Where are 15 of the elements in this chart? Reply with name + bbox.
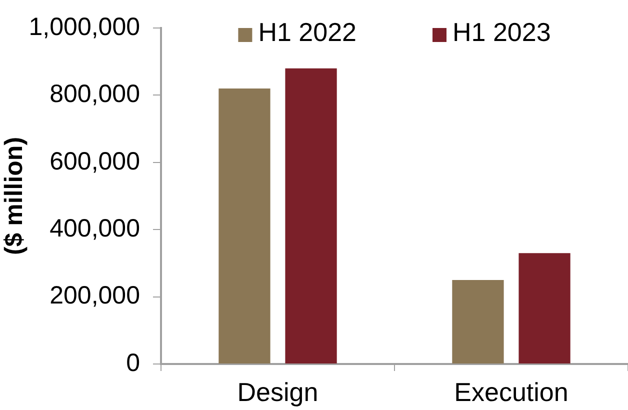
bar [518,253,570,364]
x-tick-label: Execution [454,376,568,407]
y-tick-label: 800,000 [50,80,140,108]
bar [285,68,337,364]
y-tick-label: 1,000,000 [28,12,140,41]
bar [452,280,504,364]
y-tick-label: 0 [126,348,140,377]
bar [218,88,270,364]
x-tick-label: Design [237,376,318,407]
legend-label: H1 2023 [452,17,551,48]
legend-label: H1 2022 [258,17,357,48]
y-tick-label: 200,000 [50,282,140,310]
y-tick-label: 400,000 [50,214,140,242]
y-axis-title: ($ million) [0,136,28,256]
y-tick-label: 600,000 [50,147,140,176]
